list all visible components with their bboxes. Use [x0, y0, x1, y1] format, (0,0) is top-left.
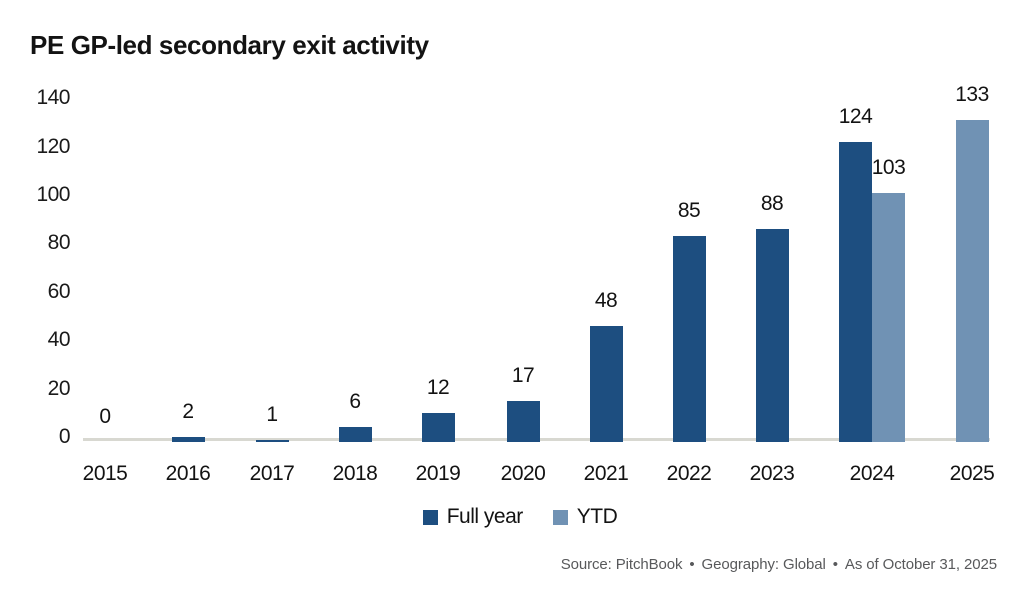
y-axis-tick-label: 40	[47, 328, 71, 352]
chart-legend: Full year YTD	[8, 506, 1024, 528]
bar-value-label-full-year-2015: 0	[99, 405, 111, 428]
y-axis-tick-label: 120	[36, 134, 70, 158]
y-axis-tick-label: 0	[58, 425, 71, 448]
x-axis-label-2019: 2019	[415, 462, 461, 485]
y-axis-tick-label: 140	[36, 86, 70, 110]
legend-swatch-icon	[552, 509, 568, 525]
x-axis-label-2025: 2025	[949, 462, 995, 485]
bar-value-label-full-year-2016: 2	[182, 400, 194, 423]
bar-value-label-full-year-2020: 17	[511, 364, 535, 387]
y-axis-tick-label: 80	[47, 231, 71, 255]
separator-dot: •	[689, 556, 695, 573]
bar-value-label-full-year-2019: 12	[426, 376, 450, 399]
bar-full-year-2018	[338, 427, 372, 442]
y-axis-tick-label: 100	[36, 183, 70, 206]
geography-text: Geography: Global	[701, 556, 826, 573]
bar-value-label-full-year-2021: 48	[594, 289, 618, 312]
x-axis-label-2017: 2017	[249, 462, 295, 485]
bar-value-label-full-year-2017: 1	[266, 403, 278, 426]
bar-value-label-full-year-2023: 88	[760, 192, 784, 215]
x-axis-label-2020: 2020	[500, 462, 546, 485]
x-axis-label-2024: 2024	[849, 462, 895, 485]
x-axis-label-2015: 2015	[82, 462, 128, 485]
separator-dot: •	[832, 556, 838, 573]
bar-value-label-full-year-2018: 6	[349, 390, 361, 413]
source-text: Source: PitchBook	[560, 556, 683, 573]
y-axis-tick-label: 60	[47, 279, 71, 303]
bar-ytd-2024	[872, 193, 905, 442]
legend-swatch-icon	[422, 509, 438, 525]
bar-ytd-2025	[955, 120, 989, 442]
bar-value-label-full-year-2024: 124	[838, 105, 873, 128]
x-axis-label-2023: 2023	[749, 462, 795, 485]
bar-full-year-2023	[755, 229, 789, 442]
bar-value-label-ytd-2025: 133	[955, 83, 989, 106]
x-axis-label-2016: 2016	[165, 462, 211, 485]
legend-label: YTD	[576, 505, 618, 528]
bar-full-year-2019	[421, 413, 455, 442]
legend-item-full-year: Full year	[422, 505, 524, 528]
bar-full-year-2021	[589, 326, 623, 442]
source-attribution: Source: PitchBook • Geography: Global • As o…	[561, 556, 997, 573]
bar-full-year-2020	[506, 401, 540, 442]
bar-full-year-2017	[255, 440, 289, 442]
bar-full-year-2016	[171, 437, 205, 442]
x-axis-label-2021: 2021	[583, 462, 629, 485]
bar-value-label-full-year-2022: 85	[677, 199, 701, 222]
chart-title: PE GP-led secondary exit activity	[30, 30, 429, 60]
x-axis-label-2022: 2022	[666, 462, 712, 485]
x-axis-label-2018: 2018	[332, 462, 378, 485]
legend-label: Full year	[446, 505, 524, 528]
bar-value-label-ytd-2024: 103	[871, 156, 906, 179]
as-of-text: As of October 31, 2025	[844, 556, 997, 573]
bar-full-year-2022	[672, 236, 706, 442]
legend-item-ytd: YTD	[552, 505, 618, 528]
y-axis-tick-label: 20	[47, 376, 71, 400]
bar-full-year-2024	[839, 142, 872, 442]
